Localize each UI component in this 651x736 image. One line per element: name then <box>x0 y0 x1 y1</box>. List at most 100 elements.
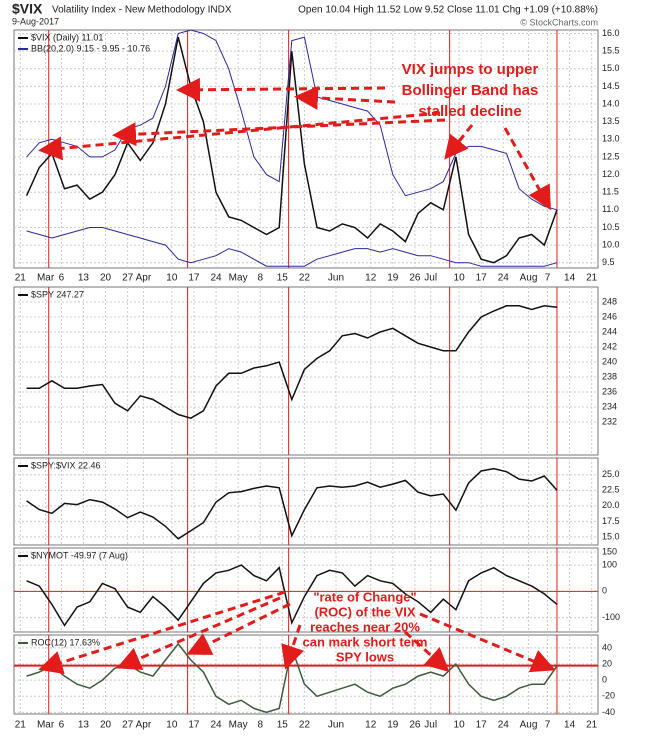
price-line <box>26 564 558 627</box>
x-tick-label: 19 <box>387 720 399 731</box>
x-tick-label: Aug <box>520 720 538 731</box>
y-tick-label: 0 <box>602 586 607 596</box>
band-line <box>26 227 558 267</box>
annotation: can mark short term <box>303 634 428 649</box>
x-tick-label: Aug <box>520 273 538 284</box>
x-tick-label: 22 <box>299 273 311 284</box>
legend-label: ROC(12) 17.63% <box>31 637 100 647</box>
y-tick-label: 14.5 <box>602 81 620 91</box>
y-tick-label: 234 <box>602 401 617 411</box>
y-tick-label: 246 <box>602 311 617 321</box>
x-tick-label: 8 <box>257 273 263 284</box>
x-tick-label: 20 <box>100 720 112 731</box>
x-tick-label: 7 <box>545 273 551 284</box>
legend-label: $SPY:$VIX 22.46 <box>31 460 101 470</box>
y-tick-label: 236 <box>602 386 617 396</box>
x-tick-label: 21 <box>15 720 27 731</box>
x-tick-label: 7 <box>545 720 551 731</box>
x-tick-label: 17 <box>188 273 200 284</box>
x-tick-label: 13 <box>78 273 90 284</box>
annotation: Bollinger Band has <box>402 82 539 99</box>
y-tick-label: 14.0 <box>602 98 620 108</box>
instrument-name: Volatility Index - New Methodology INDX <box>52 5 232 16</box>
plots: 9.5 10.0 10.5 11.0 11.5 12.0 12.5 13.0 13.5 14.0 1… <box>13 28 620 731</box>
x-tick-label: 6 <box>59 720 65 731</box>
annotation: VIX jumps to upper <box>402 61 539 78</box>
x-tick-label: 17 <box>188 720 200 731</box>
x-tick-label: 24 <box>498 720 510 731</box>
x-tick-label: 21 <box>586 720 598 731</box>
x-tick-label: 24 <box>210 720 222 731</box>
x-tick-label: Apr <box>136 720 152 731</box>
y-tick-label: 15.5 <box>602 46 620 56</box>
x-tick-label: 17 <box>476 720 488 731</box>
annotation: reaches near 20% <box>310 619 420 634</box>
y-tick-label: -100 <box>602 612 620 622</box>
x-tick-label: 10 <box>166 273 178 284</box>
y-tick-label: 100 <box>602 559 617 569</box>
legend-label: BB(20,2.0) 9.15 - 9.95 - 10.76 <box>31 43 150 53</box>
y-tick-label: -40 <box>602 707 615 717</box>
x-tick-label: 15 <box>277 273 289 284</box>
x-tick-label: Jun <box>328 720 344 731</box>
x-tick-label: 13 <box>78 720 90 731</box>
price-line <box>26 467 558 540</box>
x-tick-label: 26 <box>409 273 421 284</box>
y-tick-label: 238 <box>602 371 617 381</box>
panel <box>13 29 599 269</box>
y-tick-label: 248 <box>602 296 617 306</box>
x-tick-label: 27 <box>122 273 134 284</box>
annotation-arrows <box>38 77 556 675</box>
x-tick-label: 20 <box>100 273 112 284</box>
x-tick-label: 15 <box>277 720 289 731</box>
y-tick-label: 13.0 <box>602 134 620 144</box>
y-tick-label: 9.5 <box>602 257 615 267</box>
y-tick-label: 10.0 <box>602 239 620 249</box>
y-tick-label: 16.0 <box>602 28 620 38</box>
legend-label: $VIX (Daily) 11.01 <box>31 32 103 42</box>
y-tick-label: 20 <box>602 658 612 668</box>
annotations: VIX jumps to upper Bollinger Band has stal… <box>303 61 539 664</box>
y-tick-label: 22.5 <box>602 485 620 495</box>
y-tick-label: 244 <box>602 326 617 336</box>
annotation: (ROC) of the VIX <box>314 604 415 619</box>
y-tick-label: 242 <box>602 341 617 351</box>
x-tick-label: 21 <box>586 273 598 284</box>
y-tick-label: 150 <box>602 546 617 556</box>
y-tick-label: 13.5 <box>602 116 620 126</box>
y-tick-label: 12.0 <box>602 169 620 179</box>
x-tick-label: 21 <box>15 273 27 284</box>
x-tick-label: Apr <box>136 273 152 284</box>
legend-label: $NYMOT -49.97 (7 Aug) <box>31 550 128 560</box>
y-tick-label: 17.5 <box>602 516 620 526</box>
x-tick-label: 24 <box>498 273 510 284</box>
y-tick-label: 40 <box>602 642 612 652</box>
y-tick-label: 232 <box>602 416 617 426</box>
y-tick-label: 11.0 <box>602 204 619 214</box>
x-tick-label: 19 <box>387 273 399 284</box>
y-tick-label: 11.5 <box>602 187 619 197</box>
y-tick-label: 12.5 <box>602 151 620 161</box>
x-tick-label: 26 <box>409 720 421 731</box>
y-tick-label: 20.0 <box>602 500 620 510</box>
x-tick-label: 14 <box>564 720 576 731</box>
y-tick-label: 25.0 <box>602 469 620 479</box>
x-tick-label: 12 <box>365 720 377 731</box>
y-tick-label: 15.0 <box>602 63 620 73</box>
y-tick-label: 15.0 <box>602 531 620 541</box>
y-tick-label: 240 <box>602 356 617 366</box>
x-tick-label: 17 <box>476 273 488 284</box>
y-tick-label: -20 <box>602 691 615 701</box>
y-tick-label: 0 <box>602 675 607 685</box>
x-tick-label: 10 <box>454 720 466 731</box>
x-tick-label: 22 <box>299 720 311 731</box>
x-tick-label: 12 <box>365 273 377 284</box>
panel <box>13 547 599 633</box>
date: 9-Aug-2017 <box>12 16 59 26</box>
x-tick-label: Jun <box>328 273 344 284</box>
panel <box>13 286 599 456</box>
x-tick-label: May <box>229 273 248 284</box>
x-tick-label: Mar <box>37 720 55 731</box>
credit: © StockCharts.com <box>520 17 598 27</box>
